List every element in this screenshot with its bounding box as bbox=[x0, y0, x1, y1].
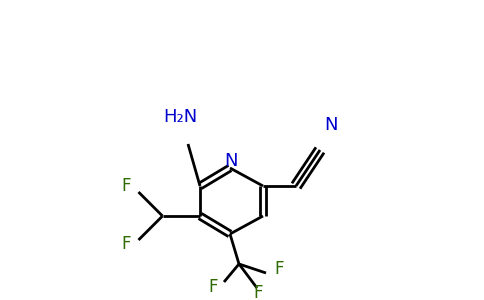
Text: F: F bbox=[254, 284, 263, 300]
Text: N: N bbox=[324, 116, 337, 134]
Text: F: F bbox=[275, 260, 284, 278]
Text: H₂N: H₂N bbox=[164, 108, 197, 126]
Text: F: F bbox=[209, 278, 218, 296]
Text: F: F bbox=[122, 236, 131, 253]
Text: F: F bbox=[122, 177, 131, 195]
Text: N: N bbox=[225, 152, 238, 169]
